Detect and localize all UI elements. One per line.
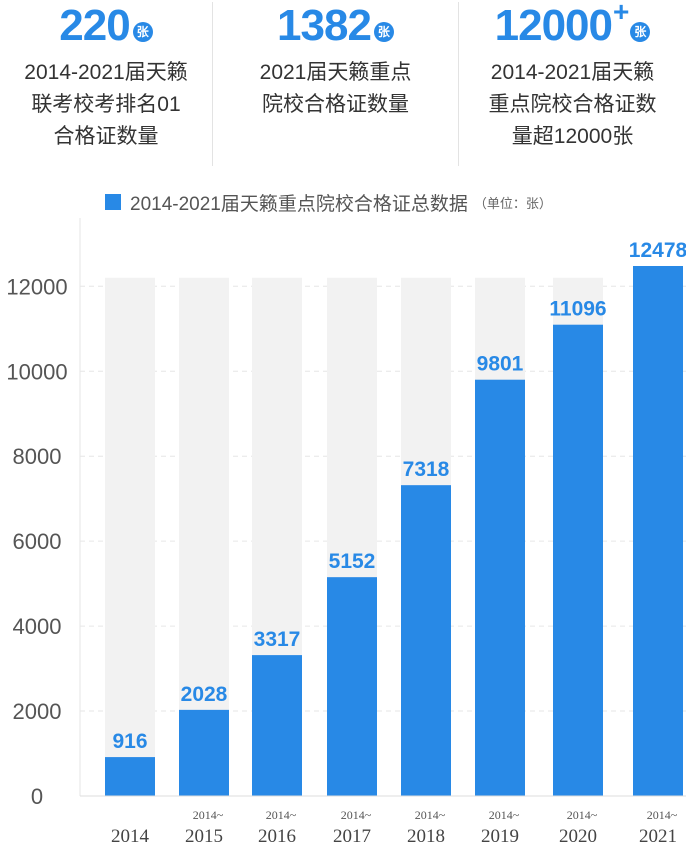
bar-chart: 0 2000 4000 6000 8000 10000 12000 916 2014 2028 20… bbox=[6, 218, 686, 843]
bar-value-label: 5152 bbox=[329, 550, 376, 573]
bar bbox=[553, 324, 603, 796]
bar-value-label: 11096 bbox=[549, 298, 606, 321]
stat-desc-line: 院校合格证数量 bbox=[262, 93, 409, 116]
x-tick-prefix: 2014~ bbox=[193, 808, 224, 822]
x-tick-prefix: 2014~ bbox=[415, 808, 446, 822]
legend-unit-note: （单位：张） bbox=[473, 195, 552, 211]
stat-2021-key-certificates: 1382 张 2021届天籁重点 院校合格证数量 bbox=[213, 0, 458, 121]
stat-desc-line: 量超12000张 bbox=[511, 125, 634, 148]
y-tick-label: 0 bbox=[31, 784, 43, 809]
x-tick-prefix: 2014~ bbox=[266, 808, 297, 822]
stat-total-key-certificates: 12000 + 张 2014-2021届天籁 重点院校合格证数 量超12000张 bbox=[459, 0, 686, 153]
chart-legend: 2014-2021届天籁重点院校合格证总数据 （单位：张） bbox=[105, 190, 552, 215]
bar-value-label: 916 bbox=[112, 730, 147, 753]
stat-desc-line: 联考校考排名01 bbox=[31, 93, 181, 116]
legend-swatch bbox=[105, 194, 121, 210]
bar bbox=[105, 757, 155, 796]
x-tick-prefix: 2014~ bbox=[341, 808, 372, 822]
y-tick-label: 8000 bbox=[13, 444, 62, 469]
bar bbox=[252, 655, 302, 796]
bar bbox=[401, 485, 451, 796]
y-tick-label: 12000 bbox=[6, 274, 67, 299]
x-tick-label: 2020 bbox=[559, 826, 597, 843]
bar-value-label: 7318 bbox=[403, 458, 450, 481]
y-tick-label: 10000 bbox=[6, 359, 67, 384]
y-tick-label: 6000 bbox=[13, 529, 62, 554]
stat-number: 220 bbox=[59, 1, 130, 50]
unit-badge: 张 bbox=[132, 22, 153, 42]
stat-number: 1382 bbox=[277, 1, 372, 50]
stat-desc-line: 2014-2021届天籁 bbox=[24, 61, 188, 84]
x-tick-label: 2017 bbox=[333, 826, 371, 843]
stat-value: 220 张 bbox=[59, 0, 153, 52]
divider bbox=[458, 2, 459, 166]
unit-badge: 张 bbox=[630, 22, 651, 42]
stat-desc-line: 2021届天籁重点 bbox=[259, 61, 412, 84]
x-tick-label: 2016 bbox=[258, 826, 296, 843]
unit-badge: 张 bbox=[373, 22, 394, 42]
x-tick-label: 2021 bbox=[639, 826, 677, 843]
bar-value-label: 12478 bbox=[629, 239, 686, 262]
stat-top-rank-certificates: 220 张 2014-2021届天籁 联考校考排名01 合格证数量 bbox=[0, 0, 212, 153]
x-tick-prefix: 2014~ bbox=[489, 808, 520, 822]
stat-desc-line: 2014-2021届天籁 bbox=[490, 61, 655, 84]
bar bbox=[475, 379, 525, 796]
bar-value-label: 2028 bbox=[181, 683, 228, 706]
legend-label: 2014-2021届天籁重点院校合格证总数据 bbox=[130, 193, 468, 215]
y-tick-label: 4000 bbox=[13, 614, 62, 639]
x-tick-label: 2018 bbox=[407, 826, 445, 843]
x-tick-label: 2014 bbox=[111, 826, 150, 843]
stat-value: 1382 张 bbox=[277, 0, 394, 52]
x-tick-prefix: 2014~ bbox=[647, 808, 678, 822]
background-bar bbox=[179, 277, 229, 796]
bar bbox=[327, 577, 377, 796]
stat-number: 12000 bbox=[494, 1, 613, 50]
stat-plus: + bbox=[613, 0, 629, 27]
stat-desc-line: 重点院校合格证数 bbox=[488, 93, 657, 116]
stat-description: 2014-2021届天籁 重点院校合格证数 量超12000张 bbox=[459, 57, 686, 153]
bar bbox=[633, 266, 683, 796]
background-bar bbox=[105, 277, 155, 796]
x-tick-prefix: 2014~ bbox=[567, 808, 598, 822]
y-tick-label: 2000 bbox=[13, 699, 62, 724]
divider bbox=[212, 2, 213, 166]
x-tick-label: 2015 bbox=[185, 826, 223, 843]
stat-description: 2014-2021届天籁 联考校考排名01 合格证数量 bbox=[0, 57, 212, 153]
bar-value-label: 3317 bbox=[254, 628, 301, 651]
stat-description: 2021届天籁重点 院校合格证数量 bbox=[213, 57, 458, 121]
bar-value-label: 9801 bbox=[477, 353, 524, 376]
bar bbox=[179, 709, 229, 796]
stat-value: 12000 + 张 bbox=[495, 0, 651, 52]
stat-desc-line: 合格证数量 bbox=[53, 125, 159, 148]
x-tick-label: 2019 bbox=[481, 826, 519, 843]
stats-row: 220 张 2014-2021届天籁 联考校考排名01 合格证数量 1382 张 2… bbox=[0, 0, 686, 168]
